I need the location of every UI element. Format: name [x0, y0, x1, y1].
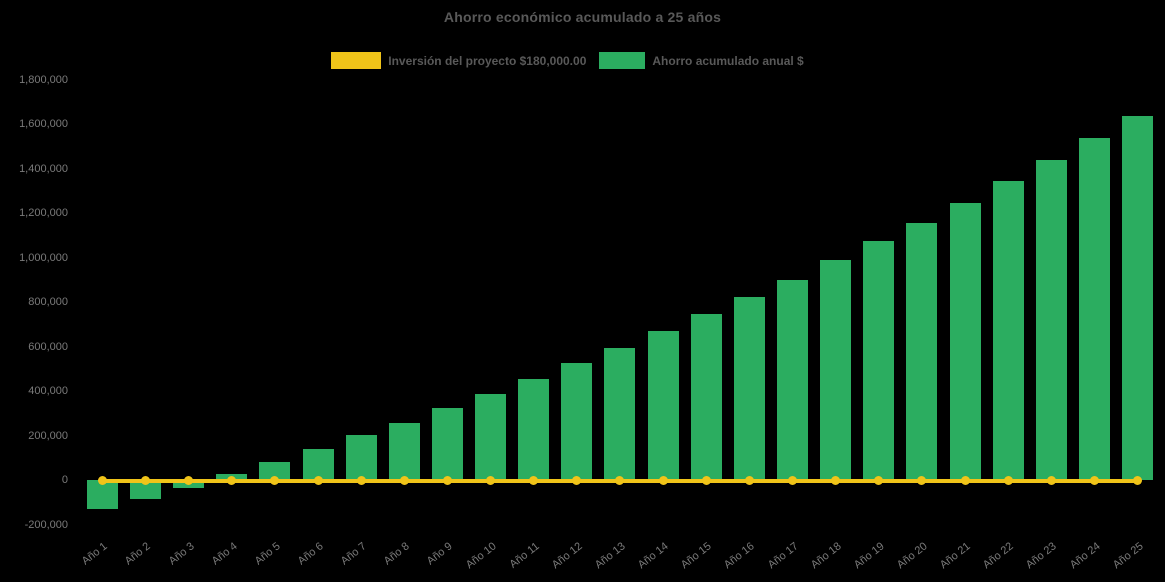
- bar: [906, 222, 938, 480]
- line-marker-icon: [140, 476, 150, 485]
- legend-item-savings: Ahorro acumulado anual $: [599, 52, 804, 69]
- y-tick-label: 1,400,000: [19, 162, 68, 175]
- investment-swatch-icon: [331, 52, 382, 69]
- legend: Inversión del proyecto $180,000.00 Ahorr…: [0, 52, 1150, 69]
- y-tick-label: 400,000: [28, 385, 68, 397]
- bar: [129, 480, 161, 499]
- line-marker-icon: [529, 476, 539, 485]
- line-marker-icon: [486, 476, 496, 485]
- line-marker-icon: [1090, 476, 1100, 485]
- line-marker-icon: [960, 476, 970, 485]
- y-tick-label: 1,200,000: [19, 207, 68, 219]
- y-tick-label: 0: [61, 474, 68, 486]
- bar: [302, 449, 334, 480]
- legend-label-investment: Inversión del proyecto $180,000.00: [388, 53, 587, 68]
- bar: [690, 314, 722, 480]
- y-tick-label: 600,000: [28, 340, 68, 353]
- bar: [820, 260, 852, 480]
- bar: [561, 362, 593, 480]
- bar: [345, 434, 377, 480]
- bar: [388, 422, 420, 480]
- line-marker-icon: [572, 476, 582, 485]
- line-marker-icon: [788, 476, 798, 485]
- bar: [992, 180, 1024, 480]
- y-tick-label: 200,000: [28, 429, 68, 442]
- line-marker-icon: [227, 476, 237, 485]
- bar: [647, 330, 679, 480]
- bar: [475, 393, 507, 480]
- line-marker-icon: [615, 476, 625, 485]
- line-marker-icon: [184, 476, 194, 485]
- line-marker-icon: [701, 476, 711, 485]
- chart-title: Ahorro económico acumulado a 25 años: [443, 9, 722, 25]
- line-marker-icon: [744, 476, 754, 485]
- y-tick-label: 1,000,000: [19, 251, 68, 264]
- line-marker-icon: [442, 476, 452, 485]
- bar: [777, 279, 809, 480]
- legend-item-investment: Inversión del proyecto $180,000.00: [331, 52, 586, 69]
- bar: [863, 241, 895, 480]
- line-marker-icon: [313, 476, 323, 485]
- y-tick-label: 1,600,000: [19, 118, 68, 130]
- bar: [431, 408, 463, 480]
- bar: [733, 297, 765, 480]
- x-tick-label: Año 1: [79, 540, 110, 568]
- line-marker-icon: [917, 476, 927, 485]
- line-marker-icon: [1133, 476, 1143, 485]
- savings-swatch-icon: [599, 52, 646, 69]
- bar: [518, 378, 550, 480]
- bar: [1122, 115, 1154, 480]
- line-marker-icon: [831, 476, 841, 485]
- bar: [1035, 160, 1067, 480]
- line-marker-icon: [658, 476, 668, 485]
- line-marker-icon: [356, 476, 366, 485]
- y-tick-label: 800,000: [28, 296, 68, 308]
- line-marker-icon: [1046, 476, 1056, 485]
- bar: [949, 202, 981, 480]
- bar: [604, 347, 636, 480]
- line-marker-icon: [1003, 476, 1013, 485]
- y-tick-label: -200,000: [24, 518, 68, 531]
- bar: [259, 461, 291, 480]
- line-marker-icon: [399, 476, 409, 485]
- line-marker-icon: [270, 476, 280, 485]
- bar: [1079, 138, 1111, 480]
- legend-label-savings: Ahorro acumulado anual $: [652, 53, 804, 68]
- y-tick-label: 1,800,000: [19, 73, 68, 86]
- line-marker-icon: [874, 476, 884, 485]
- line-marker-icon: [97, 476, 107, 485]
